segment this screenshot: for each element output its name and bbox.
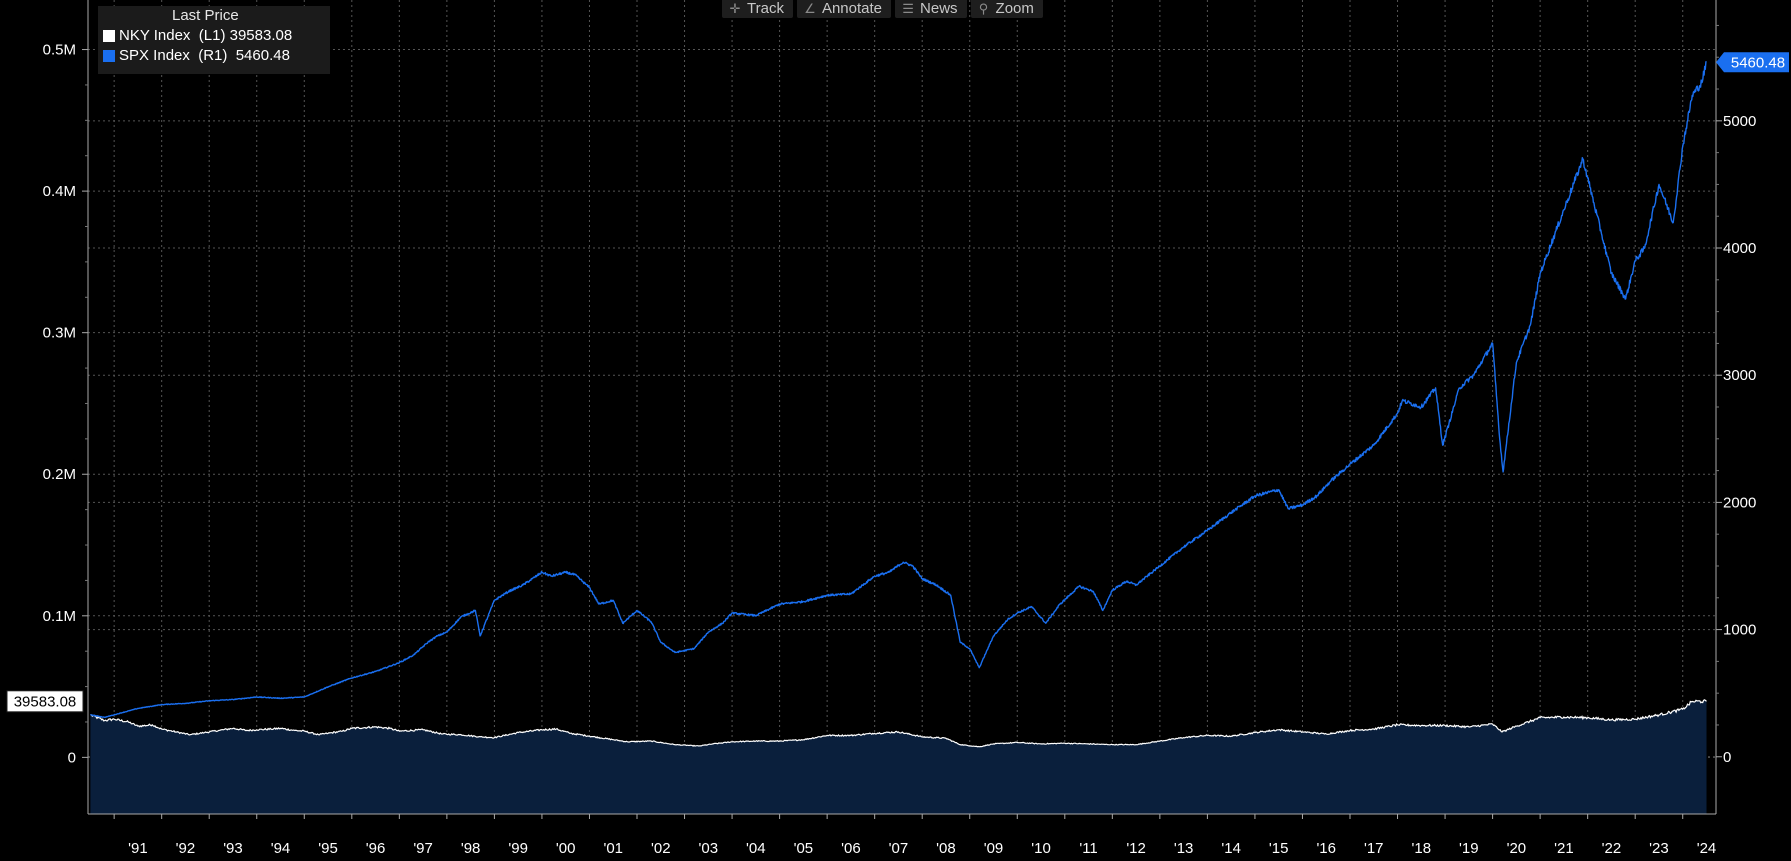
legend-label-nky: NKY Index (L1) 39583.08: [119, 27, 293, 44]
x-tick-label: '09: [984, 840, 1004, 857]
x-tick-label: '15: [1269, 840, 1289, 857]
right-tick-label: 3000: [1723, 367, 1756, 384]
left-tick-label: 0: [68, 749, 76, 766]
annotate-button[interactable]: ∠ Annotate: [796, 0, 892, 18]
x-tick-label: '10: [1031, 840, 1051, 857]
nky-area-fill: [90, 699, 1707, 814]
x-tick-label: '03: [699, 840, 719, 857]
zoom-label: Zoom: [995, 0, 1034, 17]
chart-toolbar: ✛ Track ∠ Annotate ☰ News ⚲ Zoom: [722, 0, 1043, 18]
legend: Last Price NKY Index (L1) 39583.08 SPX I…: [98, 6, 330, 74]
x-tick-label: '92: [176, 840, 196, 857]
x-tick-label: '06: [841, 840, 861, 857]
left-axis-ticks: 0 0.1M 0.2M 0.3M 0.4M 0.5M: [43, 42, 88, 766]
crosshair-icon: ✛: [729, 1, 741, 16]
legend-title: Last Price: [172, 7, 239, 24]
x-tick-label: '23: [1649, 840, 1669, 857]
x-tick-label: '18: [1412, 840, 1432, 857]
track-button[interactable]: ✛ Track: [722, 0, 793, 18]
x-tick-label: '22: [1602, 840, 1622, 857]
right-tick-label: 5000: [1723, 113, 1756, 130]
x-tick-label: '97: [413, 840, 433, 857]
x-tick-label: '93: [223, 840, 243, 857]
left-tick-label: 0.5M: [43, 42, 76, 59]
nky-series: [90, 699, 1707, 814]
x-tick-label: '91: [128, 840, 148, 857]
left-last-value-label: 39583.08: [14, 693, 77, 710]
zoom-button[interactable]: ⚲ Zoom: [970, 0, 1043, 18]
x-tick-label: '05: [794, 840, 814, 857]
legend-entry-nky[interactable]: NKY Index (L1) 39583.08: [98, 26, 330, 46]
x-tick-label: '13: [1174, 840, 1194, 857]
left-last-value-tag: 39583.08: [6, 690, 84, 713]
x-tick-label: '21: [1554, 840, 1574, 857]
right-tick-label: 4000: [1723, 240, 1756, 257]
spx-series: [90, 61, 1707, 719]
right-tick-label: 1000: [1723, 622, 1756, 639]
x-tick-label: '94: [271, 840, 291, 857]
track-label: Track: [747, 0, 784, 17]
right-last-value-tag: 5460.48: [1716, 52, 1789, 73]
pencil-icon: ∠: [804, 1, 816, 16]
legend-swatch-nky: [103, 30, 115, 42]
spx-line: [90, 61, 1707, 719]
news-icon: ☰: [902, 1, 914, 16]
x-tick-label: '11: [1079, 840, 1097, 857]
x-tick-label: '16: [1316, 840, 1336, 857]
left-tick-label: 0.1M: [43, 608, 76, 625]
x-tick-label: '17: [1364, 840, 1384, 857]
x-tick-label: '99: [508, 840, 528, 857]
x-tick-label: '07: [889, 840, 909, 857]
x-tick-label: '08: [936, 840, 956, 857]
x-axis-ticks: '91 '92 '93 '94 '95 '96 '97 '98 '99 '00 '01 '02 '03 '…: [113, 814, 1717, 857]
x-tick-label: '98: [461, 840, 481, 857]
x-tick-label: '04: [746, 840, 766, 857]
news-label: News: [920, 0, 958, 17]
nky-line: [90, 699, 1707, 748]
x-tick-label: '96: [366, 840, 386, 857]
x-tick-label: '19: [1459, 840, 1479, 857]
grid-lines: [88, 0, 1716, 814]
right-tick-label: 2000: [1723, 494, 1756, 511]
annotate-label: Annotate: [821, 0, 883, 17]
legend-label-spx: SPX Index (R1) 5460.48: [119, 47, 290, 64]
x-tick-label: '00: [556, 840, 576, 857]
x-tick-label: '01: [603, 840, 623, 857]
news-button[interactable]: ☰ News: [895, 0, 967, 18]
x-tick-label: '14: [1221, 840, 1241, 857]
x-tick-label: '20: [1507, 840, 1527, 857]
left-tick-label: 0.2M: [43, 466, 76, 483]
x-tick-label: '02: [651, 840, 671, 857]
x-tick-label: '24: [1697, 840, 1717, 857]
right-tick-label: 0: [1723, 749, 1731, 766]
x-tick-label: '12: [1126, 840, 1146, 857]
left-tick-label: 0.3M: [43, 325, 76, 342]
legend-entry-spx[interactable]: SPX Index (R1) 5460.48: [98, 46, 330, 66]
legend-swatch-spx: [103, 50, 115, 62]
magnifier-icon: ⚲: [978, 1, 989, 16]
x-tick-label: '95: [318, 840, 338, 857]
right-last-value-label: 5460.48: [1731, 54, 1785, 71]
left-tick-label: 0.4M: [43, 183, 76, 200]
right-axis-ticks: 0 1000 2000 3000 4000 5000: [1716, 24, 1756, 766]
